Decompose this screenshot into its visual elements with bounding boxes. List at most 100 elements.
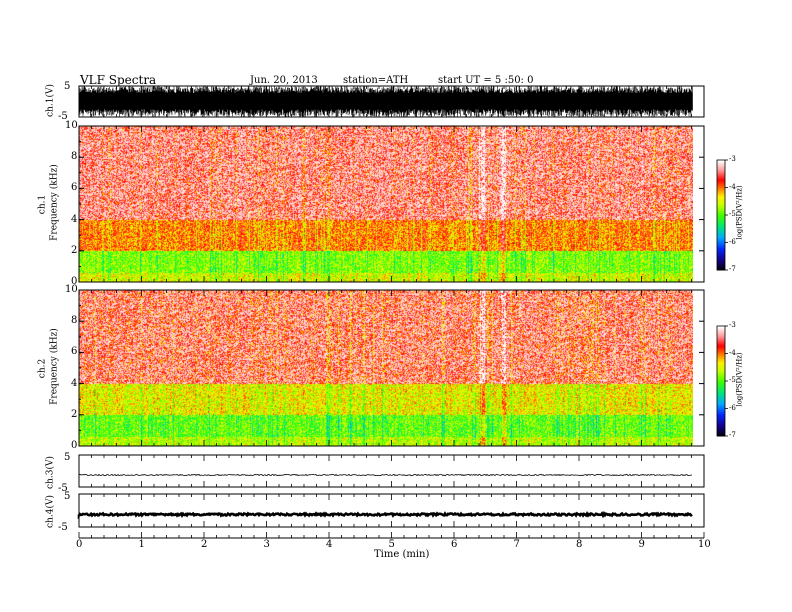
colorbar1-swatch	[717, 251, 725, 254]
colorbar1-swatch	[717, 262, 725, 265]
colorbar1-swatch	[717, 253, 725, 256]
colorbar1-swatch	[717, 227, 725, 231]
ch4-waveform-label: ch.4(V)	[45, 495, 56, 528]
colorbar1-label: log(PSD(V²/Hz)	[735, 185, 744, 240]
colorbar1-tick-label: -6	[729, 237, 736, 246]
spec1-ytick-label: 8	[71, 151, 78, 163]
colorbar1-swatch	[717, 248, 725, 251]
colorbar1-swatch	[717, 222, 725, 225]
colorbar2-swatch	[717, 329, 725, 332]
x-tick-label: 3	[263, 539, 270, 550]
colorbar2-swatch	[717, 351, 725, 354]
colorbar2-swatch	[717, 349, 725, 353]
colorbar1-swatch	[717, 216, 725, 220]
colorbar2-label: log(PSD(V²/Hz)	[735, 352, 744, 407]
x-tick-label: 6	[451, 539, 458, 550]
colorbar1-swatch	[717, 218, 725, 221]
colorbar2-swatch	[717, 390, 725, 393]
colorbar1-swatch	[717, 160, 725, 163]
spec2-ytick-label: 8	[71, 315, 78, 327]
x-tick-label: 5	[388, 539, 395, 550]
ch3-waveform-trace	[78, 473, 693, 477]
x-tick-label: 0	[76, 539, 83, 550]
colorbar1-swatch	[717, 211, 725, 214]
colorbar1-swatch	[717, 198, 725, 201]
colorbar1-swatch	[717, 163, 725, 166]
ch1-waveform-label: ch.1(V)	[45, 84, 56, 117]
colorbar1-tick-label: -5	[729, 210, 736, 218]
colorbar2-swatch	[717, 388, 725, 391]
colorbar1-swatch	[717, 213, 725, 216]
colorbar2-swatch	[717, 366, 725, 369]
colorbar1-swatch	[717, 169, 725, 172]
colorbar2-swatch	[717, 426, 725, 430]
colorbar1-swatch	[717, 191, 725, 194]
colorbar1-swatch	[717, 226, 725, 229]
colorbar2-swatch	[717, 357, 725, 360]
colorbar2-swatch	[717, 368, 725, 371]
colorbar2-tick-label: -5	[729, 376, 736, 384]
colorbar1-swatch	[717, 260, 725, 264]
colorbar1-swatch	[717, 171, 725, 174]
colorbar2-swatch	[717, 377, 725, 380]
station-label: station=ATH	[343, 75, 409, 86]
colorbar2-swatch	[717, 417, 725, 420]
colorbar2-swatch	[717, 338, 725, 342]
ch3-ytick-bottom: -5	[58, 483, 68, 494]
spec2-ytick-label: 6	[71, 346, 78, 358]
colorbar2-swatch	[717, 412, 725, 415]
colorbar1-swatch	[717, 235, 725, 238]
colorbar1-swatch	[717, 200, 725, 203]
colorbar1-swatch	[717, 240, 725, 243]
colorbar1-swatch	[717, 193, 725, 196]
colorbar2-swatch	[717, 428, 725, 431]
spec1-ytick-label: 4	[71, 213, 78, 225]
colorbar2-swatch	[717, 360, 725, 364]
colorbar2-swatch	[717, 404, 725, 408]
ch4-ytick-bottom: -5	[58, 522, 68, 533]
colorbar2-swatch	[717, 370, 725, 373]
colorbar2-swatch	[717, 335, 725, 338]
colorbar2-swatch	[717, 395, 725, 398]
x-tick-label: 4	[326, 539, 333, 550]
colorbar1-swatch	[717, 161, 725, 165]
colorbar2-swatch	[717, 397, 725, 400]
colorbar1-swatch	[717, 242, 725, 245]
colorbar2-swatch	[717, 421, 725, 424]
colorbar1-tick-label: -4	[729, 182, 736, 191]
spec2-frequency-label: Frequency (kHz)	[49, 328, 60, 405]
colorbar2-swatch	[717, 331, 725, 334]
colorbar2-tick-label: -6	[729, 403, 736, 412]
colorbar2-swatch	[717, 415, 725, 419]
colorbar1-swatch	[717, 205, 725, 209]
colorbar1-swatch	[717, 207, 725, 210]
spec1-ytick-label: 0	[71, 276, 78, 287]
colorbar1-swatch	[717, 246, 725, 249]
ch4-ytick-top: 5	[64, 491, 71, 502]
colorbar2-swatch	[717, 364, 725, 367]
colorbar1-swatch	[717, 237, 725, 240]
figure-title: VLF Spectra	[80, 73, 157, 87]
colorbar2-swatch	[717, 373, 725, 376]
colorbar2-swatch	[717, 406, 725, 409]
colorbar1-swatch	[717, 167, 725, 170]
colorbar2-swatch	[717, 419, 725, 422]
colorbar1-swatch	[717, 189, 725, 192]
colorbar2-tick-label: -4	[729, 348, 736, 357]
colorbar2-swatch	[717, 342, 725, 345]
colorbar1-swatch	[717, 215, 725, 218]
spec1-ytick-label: 2	[71, 244, 78, 256]
colorbar2-swatch	[717, 403, 725, 406]
colorbar1-swatch	[717, 185, 725, 188]
ch4-waveform-trace	[77, 510, 693, 520]
colorbar1-swatch	[717, 194, 725, 198]
colorbar1-swatch	[717, 259, 725, 262]
colorbar1-swatch	[717, 204, 725, 207]
colorbar2-swatch	[717, 423, 725, 426]
colorbar2-swatch	[717, 393, 725, 397]
spectrogram-2-image	[79, 290, 693, 446]
spec2-channel-label: ch.2	[37, 358, 48, 379]
colorbar2-swatch	[717, 432, 725, 435]
colorbar2-swatch	[717, 381, 725, 384]
